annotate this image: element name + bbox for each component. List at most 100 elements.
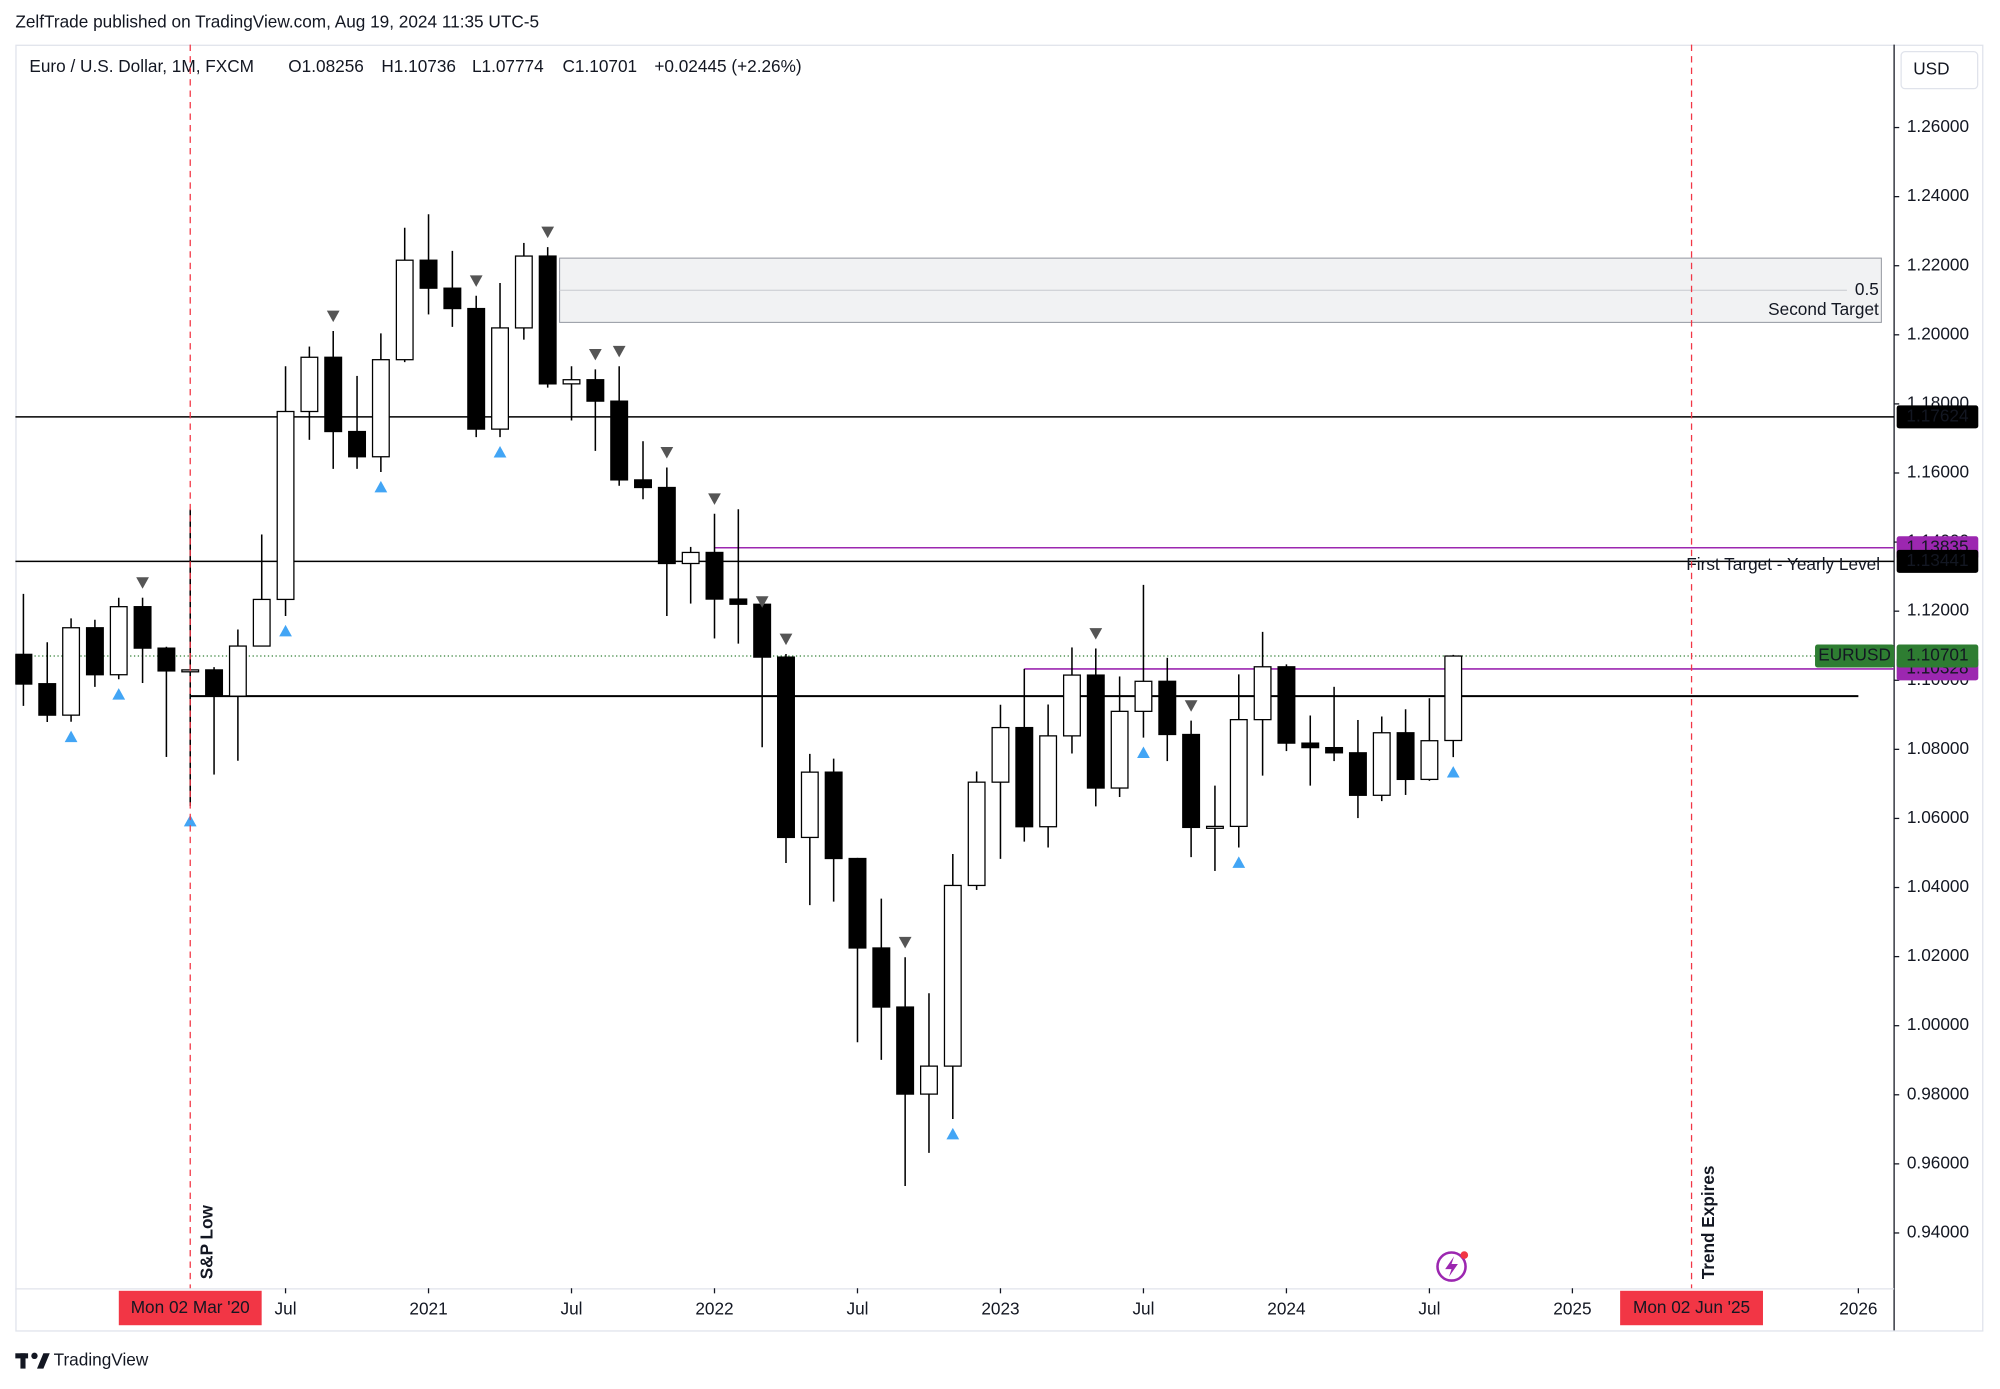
candle-body [919,1065,938,1095]
candle-body [228,645,247,697]
candle-body [1086,674,1105,789]
symbol-label-box [1815,644,1895,668]
candle-body [610,400,629,481]
zone-mid-label: 0.5 [1855,279,1879,299]
price-label-box [1896,549,1979,573]
symbol-label: EURUSD [1818,645,1891,665]
y-tick-label: 1.08000 [1907,738,1969,758]
currency-box[interactable] [1900,51,1979,90]
signal-up [183,814,197,827]
candle-body [634,479,652,489]
y-tick-label: 0.96000 [1907,1152,1969,1172]
signal-up [1232,856,1246,868]
candle-body [1444,655,1463,742]
signal-up [946,1127,960,1140]
candle-body [300,356,319,413]
candle-body [62,627,81,716]
event-date: Mon 02 Mar '20 [131,1297,250,1317]
y-tick-label: 1.16000 [1907,462,1969,482]
candle-body [205,669,224,697]
x-tick-label: 2021 [409,1298,447,1318]
signal-up [374,480,388,493]
candle-body [15,653,33,685]
signal-down [1184,700,1198,712]
signal-down [588,348,602,361]
candle-body [872,947,891,1008]
last-price-label: 1.10701 [1906,645,1968,665]
candle-body [800,771,819,839]
signal-down [779,633,793,646]
signal-down [1089,628,1103,640]
candle-body [38,683,57,716]
y-tick-label: 1.06000 [1907,807,1969,827]
signal-down [326,310,340,323]
y-tick-label: 1.12000 [1907,600,1969,620]
candle-body [657,486,676,565]
y-tick-label: 1.22000 [1907,254,1969,274]
price-label: 1.17624 [1906,405,1969,425]
candle-body [348,430,367,458]
candle-body [943,884,962,1067]
candle-body [1253,666,1272,721]
candle-body [1182,733,1201,829]
price-label-box [1896,405,1979,429]
signal-down [660,447,674,459]
y-tick-label: 1.02000 [1907,945,1969,965]
y-tick-label: 1.20000 [1907,323,1969,343]
candle-body [395,259,414,361]
signal-up [1137,746,1150,759]
candle-body [1301,742,1320,749]
candle-body [681,551,700,565]
x-tick-label: 2023 [981,1298,1019,1318]
signal-up [64,730,78,743]
signal-down [755,596,769,608]
alert-icon[interactable] [1436,1251,1469,1282]
signal-down [136,577,149,589]
level-text: First Target - Yearly Level [1686,554,1880,574]
price-label: 1.13441 [1906,550,1968,570]
candle-body [133,606,152,649]
x-tick-label: 2022 [695,1298,733,1318]
brand-logo [15,1352,50,1369]
candle-body [538,255,557,385]
candle-body [1277,666,1296,744]
x-tick-label: Jul [1418,1298,1440,1318]
candle-body [1205,825,1224,829]
ohlc-close: C1.10701 [563,56,638,76]
signal-down [708,493,721,505]
candle-body [1372,732,1391,796]
candle-body [467,307,486,430]
candle-body [252,598,271,647]
ohlc-open: O1.08256 [288,56,364,76]
last-price-box [1896,644,1979,668]
candle-body [729,598,748,605]
candle-body [1110,710,1129,789]
signal-down [612,345,626,358]
signal-up [1446,766,1460,778]
event-text: S&P Low [197,1204,217,1279]
candle-body [371,359,390,458]
x-tick-label: Jul [1132,1298,1154,1318]
signal-up [112,688,126,700]
candle-body [991,726,1010,783]
ohlc-low: L1.07774 [472,56,544,76]
candle-body [777,656,795,839]
ohlc-high: H1.10736 [381,56,456,76]
candle-body [514,255,533,329]
y-tick-label: 0.98000 [1907,1083,1969,1103]
x-tick-label: 2025 [1553,1298,1591,1318]
signal-down [541,226,555,239]
candle-body [1396,732,1415,781]
signal-down [469,275,483,287]
signal-up [279,624,292,637]
candle-body [1039,735,1058,828]
candle-body [1348,752,1367,796]
candle-body [1158,680,1177,736]
x-tick-label: Jul [846,1298,868,1318]
x-tick-label: 2026 [1839,1298,1877,1318]
candle-body [109,606,128,676]
candle-body [1134,680,1153,712]
currency[interactable]: USD [1913,59,1949,79]
candle-body [157,647,176,672]
